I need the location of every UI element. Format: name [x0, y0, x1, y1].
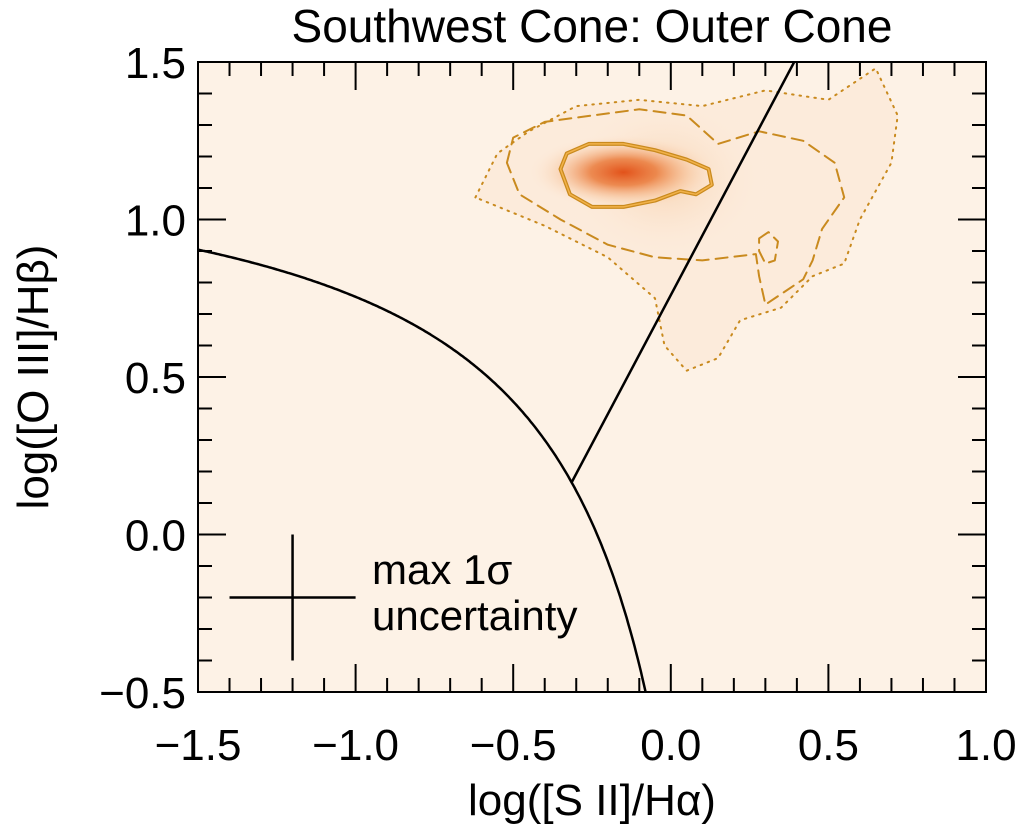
- seyfert-liner-line: [570, 62, 796, 484]
- y-tick-label: 1.5: [125, 39, 186, 88]
- x-tick-label: 0.5: [798, 721, 859, 770]
- x-axis-label: log([S II]/Hα): [468, 776, 716, 825]
- x-tick-label: −0.5: [470, 721, 557, 770]
- y-tick-label: −0.5: [99, 669, 186, 718]
- curve-layer: [198, 62, 796, 692]
- contour-middle-island: [758, 231, 779, 265]
- legend-label-line1: max 1σ: [372, 546, 512, 593]
- y-axis-label: log([O III]/Hβ): [9, 245, 58, 510]
- y-tick-label: 0.5: [125, 354, 186, 403]
- legend-label-line2: uncertainty: [372, 592, 577, 639]
- chart-title: Southwest Cone: Outer Cone: [292, 0, 893, 52]
- contour-inner-inner: [559, 143, 713, 208]
- x-tick-label: 1.0: [955, 721, 1016, 770]
- x-tick-label: −1.5: [155, 721, 242, 770]
- kewley-curve: [198, 248, 647, 692]
- contour-layer: [474, 67, 899, 372]
- contour-middle: [505, 108, 846, 306]
- x-tick-label: −1.0: [312, 721, 399, 770]
- y-tick-label: 1.0: [125, 197, 186, 246]
- density-layer: [475, 68, 898, 371]
- x-tick-label: 0.0: [640, 721, 701, 770]
- y-tick-label: 0.0: [125, 512, 186, 561]
- legend: max 1σ uncertainty: [229, 534, 577, 661]
- axis-ticks: [197, 61, 987, 693]
